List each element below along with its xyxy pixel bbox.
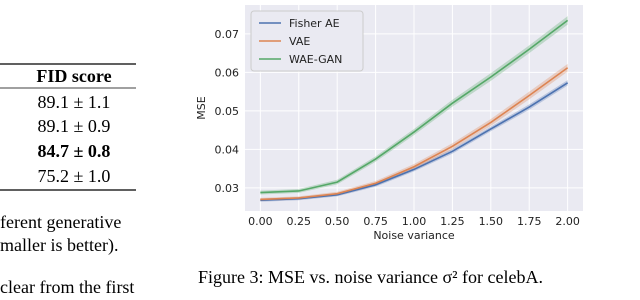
table-header: FID score xyxy=(36,66,111,86)
line xyxy=(260,19,569,194)
y-tick-label: 0.06 xyxy=(215,66,240,79)
y-tick-label: 0.04 xyxy=(215,143,240,156)
table: FID score 89.1 ± 1.1 89.1 ± 0.9 84.7 ± 0… xyxy=(0,63,136,191)
table-cell: 89.1 ± 1.1 xyxy=(38,92,111,112)
legend-label: VAE xyxy=(289,35,310,48)
y-tick-label: 0.05 xyxy=(215,105,240,118)
x-tick-label: 1.00 xyxy=(402,215,427,228)
legend-label: Fisher AE xyxy=(289,17,340,30)
table-cell: 89.1 ± 0.9 xyxy=(38,116,111,136)
body-text: ferent generative xyxy=(0,212,121,232)
x-tick-label: 0.00 xyxy=(248,215,273,228)
legend-frame xyxy=(250,10,364,72)
x-tick-label: 0.50 xyxy=(325,215,350,228)
legend-label: WAE-GAN xyxy=(289,53,342,66)
caption: Figure 3: MSE vs. noise variance σ² for … xyxy=(198,267,543,287)
body-text: clear from the first xyxy=(0,277,134,297)
x-tick-label: 0.25 xyxy=(287,215,312,228)
table-cell: 75.2 ± 1.0 xyxy=(38,166,111,186)
y-tick-label: 0.03 xyxy=(215,182,240,195)
line xyxy=(260,67,569,201)
body-text: maller is better). xyxy=(0,235,118,256)
y-axis-label: MSE xyxy=(195,96,208,119)
x-tick-label: 0.75 xyxy=(363,215,388,228)
x-tick-label: 2.00 xyxy=(555,215,580,228)
table-cell: 84.7 ± 0.8 xyxy=(38,141,111,161)
x-tick-label: 1.50 xyxy=(479,215,504,228)
x-tick-label: 1.75 xyxy=(517,215,542,228)
y-tick-label: 0.07 xyxy=(215,28,240,41)
x-tick-label: 1.25 xyxy=(440,215,465,228)
chart: 0.00 0.25 0.50 0.75 1.00 1.25 1.50 1.75 2.00 0.03… xyxy=(195,5,583,242)
x-axis-label: Noise variance xyxy=(373,229,455,242)
line xyxy=(260,82,569,202)
